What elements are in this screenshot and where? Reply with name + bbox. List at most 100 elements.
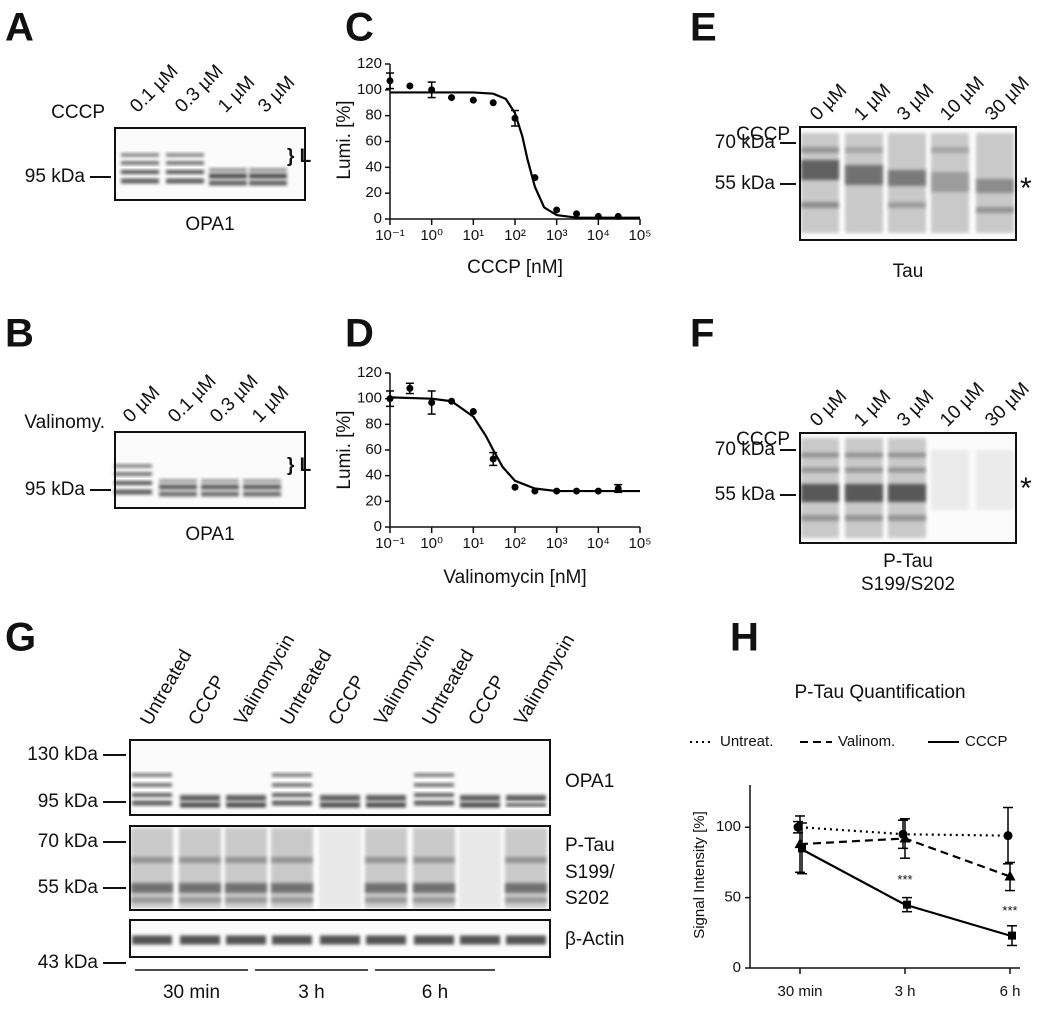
data-point xyxy=(553,487,561,495)
chart-title: P-Tau Quantification xyxy=(794,682,965,703)
band xyxy=(121,161,159,165)
band xyxy=(243,479,281,483)
band xyxy=(801,160,839,180)
marker-label: 70 kDa xyxy=(38,831,99,852)
y-tick-label: 100 xyxy=(716,818,741,835)
data-point xyxy=(406,384,414,392)
data-point xyxy=(428,86,436,94)
lane-label: 0 µM xyxy=(806,80,851,125)
band xyxy=(414,773,454,777)
band xyxy=(931,147,969,153)
band xyxy=(459,828,501,908)
marker-label: 70 kDa xyxy=(715,439,776,460)
data-point xyxy=(793,822,803,832)
band xyxy=(271,828,313,908)
x-tick-label: 10⁻¹ xyxy=(375,227,405,244)
annotation: *** xyxy=(897,872,912,887)
y-tick-label: 20 xyxy=(365,492,382,509)
band xyxy=(114,464,152,468)
y-axis-label: Signal Intensity [%] xyxy=(691,811,708,939)
blot-frame xyxy=(129,825,551,911)
band xyxy=(179,897,221,903)
band xyxy=(505,857,547,863)
band xyxy=(414,800,454,806)
x-tick-label: 10¹ xyxy=(462,535,484,552)
x-tick-label: 10⁵ xyxy=(629,535,652,552)
panel-letter: B xyxy=(5,312,34,356)
blot xyxy=(799,126,1017,241)
band xyxy=(159,479,197,483)
lane-label: CCCP xyxy=(464,672,509,729)
x-tick-label: 10⁴ xyxy=(587,535,610,552)
band xyxy=(320,935,360,945)
band xyxy=(505,828,547,908)
band xyxy=(320,795,360,801)
band xyxy=(272,935,312,945)
blot-label: β-Actin xyxy=(565,929,625,950)
treatment-label: CCCP xyxy=(736,429,790,450)
band xyxy=(414,935,454,945)
y-tick-label: 50 xyxy=(724,889,741,906)
band xyxy=(888,467,926,473)
data-point xyxy=(614,212,622,220)
timepoint-label: 30 min xyxy=(163,982,220,1003)
band xyxy=(365,897,407,903)
y-tick-label: 60 xyxy=(365,441,382,458)
data-point xyxy=(428,399,436,407)
legend-label: CCCP xyxy=(965,733,1008,750)
band xyxy=(179,828,221,908)
band xyxy=(366,795,406,801)
series-line xyxy=(799,826,1011,837)
band xyxy=(888,484,926,502)
blot xyxy=(129,919,551,958)
panel-letter: H xyxy=(730,616,759,660)
treatment-label: Valinomy. xyxy=(24,412,105,433)
y-tick-label: 0 xyxy=(374,210,382,227)
caption: Tau xyxy=(893,261,924,282)
data-point xyxy=(594,487,602,495)
data-point xyxy=(899,832,911,843)
band xyxy=(976,450,1014,510)
x-tick-label: 3 h xyxy=(895,983,916,1000)
series-line xyxy=(799,847,1011,937)
band xyxy=(114,489,152,495)
lane-label: 0 µM xyxy=(119,382,164,427)
band xyxy=(272,773,312,777)
caption: S199/S202 xyxy=(861,574,955,595)
data-point xyxy=(1008,931,1016,940)
band xyxy=(249,173,287,179)
y-tick-label: 80 xyxy=(365,415,382,432)
band xyxy=(226,795,266,801)
band xyxy=(801,147,839,153)
asterisk: * xyxy=(1020,472,1032,505)
blot-frame xyxy=(129,739,551,816)
panel-letter: E xyxy=(690,6,717,50)
band xyxy=(225,828,267,908)
band xyxy=(460,802,500,808)
data-point xyxy=(1004,870,1016,881)
x-tick-label: 10⁵ xyxy=(629,227,652,244)
band xyxy=(845,452,883,458)
band xyxy=(159,484,197,490)
panel-letter: F xyxy=(690,312,714,356)
y-tick-label: 0 xyxy=(374,518,382,535)
data-point xyxy=(469,408,477,415)
caption: OPA1 xyxy=(185,524,234,545)
band xyxy=(272,783,312,787)
band xyxy=(121,170,159,174)
band xyxy=(271,883,313,893)
caption: OPA1 xyxy=(185,214,234,235)
lane-label: 0.3 µM xyxy=(171,61,227,117)
band xyxy=(888,202,926,208)
lane-label: 1 µM xyxy=(850,386,895,431)
blot-label: P-Tau xyxy=(565,835,615,856)
band xyxy=(201,491,239,497)
band xyxy=(460,795,500,801)
data-point xyxy=(614,485,622,492)
lane-label: Valinomycin xyxy=(510,631,579,729)
blot-label: S202 xyxy=(565,888,609,909)
y-tick-label: 60 xyxy=(365,132,382,149)
data-point xyxy=(386,77,394,85)
band xyxy=(121,178,159,184)
